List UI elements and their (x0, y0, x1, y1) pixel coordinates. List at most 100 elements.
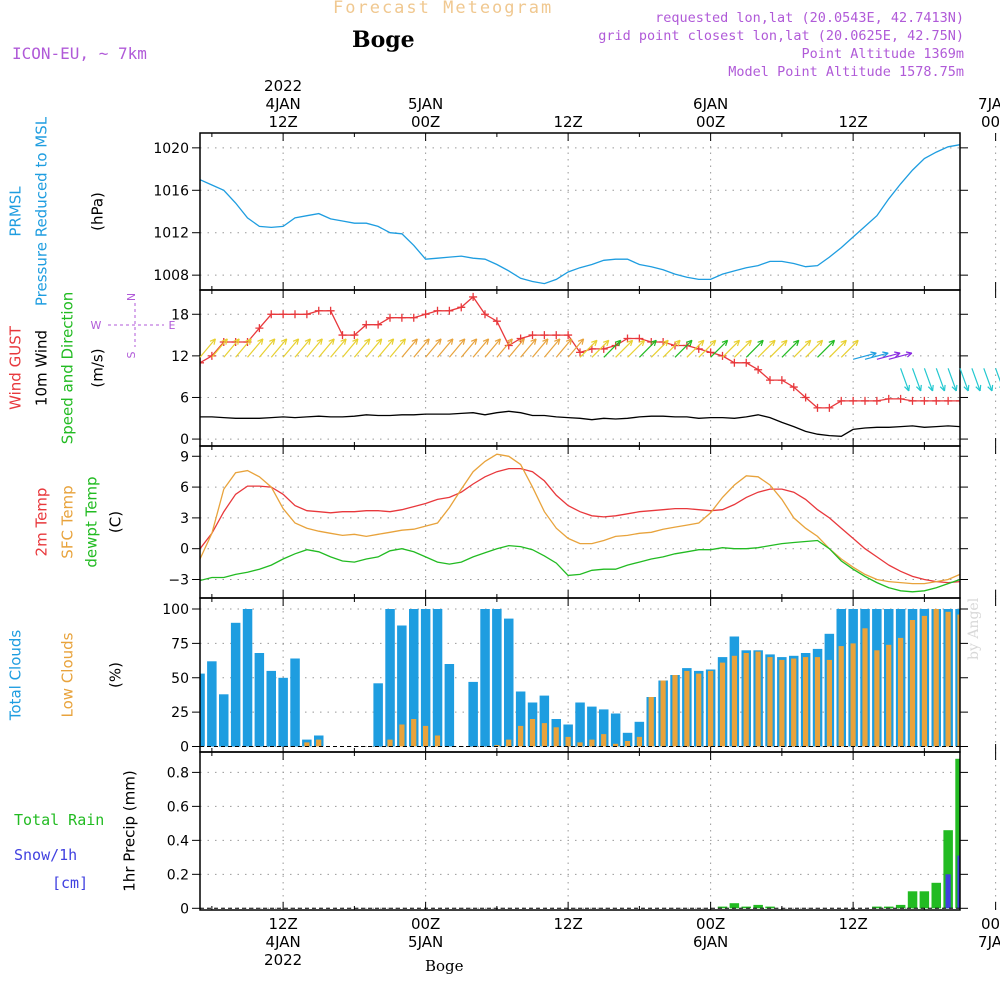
gust-marker (920, 396, 929, 405)
wind-arrow-head (927, 384, 934, 392)
wind-arrow-head (757, 339, 764, 347)
wind-arrow-head (951, 384, 958, 392)
wind-arrow (365, 338, 383, 358)
bar-snow-1h (969, 778, 974, 909)
wind-arrow (817, 339, 835, 358)
wind-arrow-head (554, 338, 561, 345)
wind-arrow-head (792, 339, 800, 347)
wind-arrow-head (894, 351, 901, 358)
gust-marker (956, 396, 960, 405)
wind-arrow (567, 338, 585, 358)
wind-arrow-head (435, 338, 442, 345)
wind-arrow (377, 338, 395, 358)
bar-low-clouds (494, 745, 500, 747)
bar-low-clouds (589, 739, 595, 747)
bar-low-clouds (648, 697, 654, 747)
wind-arrow (401, 338, 418, 358)
y-tick-label: 1012 (153, 226, 189, 242)
panel-clouds: 0 25 50 75 100 (162, 597, 997, 756)
wind-arrow (460, 338, 478, 358)
wind-arrow-head (828, 339, 836, 347)
bar-snow-1h (957, 855, 960, 909)
bar-total-clouds (278, 677, 288, 747)
bar-total-clouds (539, 695, 550, 747)
bar-low-clouds (518, 725, 524, 747)
wind-arrow-head (375, 338, 383, 345)
wind-arrow (769, 339, 788, 358)
wind-arrow-head (905, 351, 913, 358)
wind-arrow-head (963, 384, 970, 392)
gust-marker (279, 310, 288, 319)
y-axis-label-temperature: dewpt Temp (83, 476, 101, 567)
model-label: ICON-EU, ~ 7km (12, 44, 147, 63)
wind-arrow-head (221, 338, 228, 345)
wind-arrow (698, 339, 717, 358)
wind-arrow (674, 339, 693, 358)
wind-arrow (627, 339, 645, 358)
wind-arrow (353, 338, 371, 358)
y-tick-label: 25 (171, 705, 189, 721)
precip-rain-label: Total Rain (14, 811, 104, 829)
wind-arrow-head (733, 339, 741, 347)
y-tick-label: 1020 (153, 141, 189, 157)
wind-arrow-head (411, 338, 418, 345)
bar-low-clouds (553, 727, 559, 747)
station-name: Boge (352, 27, 415, 53)
wind-arrow (793, 339, 812, 358)
precip-snow-label: Snow/1h (14, 846, 77, 864)
y-tick-label: 0.4 (167, 833, 189, 849)
y-tick-label: 6 (180, 480, 189, 496)
bar-total-rain (943, 830, 953, 909)
bar-total-rain (991, 815, 1000, 908)
compass-s: S (125, 351, 138, 358)
y-tick-label: 6 (180, 390, 189, 406)
gust-marker (766, 376, 774, 385)
bar-total-rain (753, 904, 763, 909)
wind-arrow (211, 338, 228, 358)
y-tick-label: 3 (180, 511, 189, 527)
bar-low-clouds (423, 725, 429, 747)
wind-arrow-head (470, 338, 478, 345)
grid-point-location: grid point closest lon,lat (20.0625E, 42… (598, 28, 964, 44)
wind-arrow (413, 338, 430, 358)
gust-marker (207, 351, 216, 360)
gust-marker (421, 310, 430, 319)
bar-low-clouds (981, 617, 986, 746)
y-axis-label-clouds: Low Clouds (59, 632, 77, 717)
y-axis-label-wind: Wind GUST (7, 325, 25, 410)
bar-total-rain (717, 906, 728, 909)
series-sfc-temp (200, 453, 960, 585)
gust-marker (338, 331, 347, 340)
wind-arrow (840, 339, 859, 358)
bar-low-clouds (304, 742, 310, 747)
bottom-time-label: 5JAN (408, 933, 443, 951)
wind-arrow (722, 339, 740, 358)
bar-low-clouds (316, 739, 322, 747)
bar-low-clouds (874, 650, 880, 747)
bar-total-rain (884, 906, 894, 909)
panel-temperature: −3 0 3 6 9 (168, 445, 997, 599)
gust-marker (599, 344, 608, 353)
data-layer-temperature (200, 453, 960, 593)
wind-arrow-head (987, 384, 994, 392)
gust-marker (706, 348, 715, 357)
wind-arrow (223, 338, 240, 358)
wind-arrow-head (882, 351, 889, 358)
wind-arrow (662, 339, 681, 358)
bar-low-clouds (624, 741, 631, 747)
bar-low-clouds (696, 673, 702, 747)
bar-total-rain (919, 891, 930, 909)
top-time-label: 00Z (981, 113, 1000, 131)
wind-arrow (579, 339, 598, 358)
bar-total-clouds (444, 664, 455, 747)
gust-marker (409, 313, 418, 322)
compass-rose: N S W E (91, 293, 176, 359)
wind-arrow-head (638, 339, 646, 347)
gust-marker (552, 331, 561, 340)
wind-arrow-head (709, 339, 717, 347)
bar-total-clouds (219, 694, 229, 747)
y-tick-label: 0 (180, 542, 189, 558)
wind-arrow-head (769, 339, 776, 347)
bar-low-clouds (826, 659, 832, 747)
wind-arrow (520, 338, 537, 358)
